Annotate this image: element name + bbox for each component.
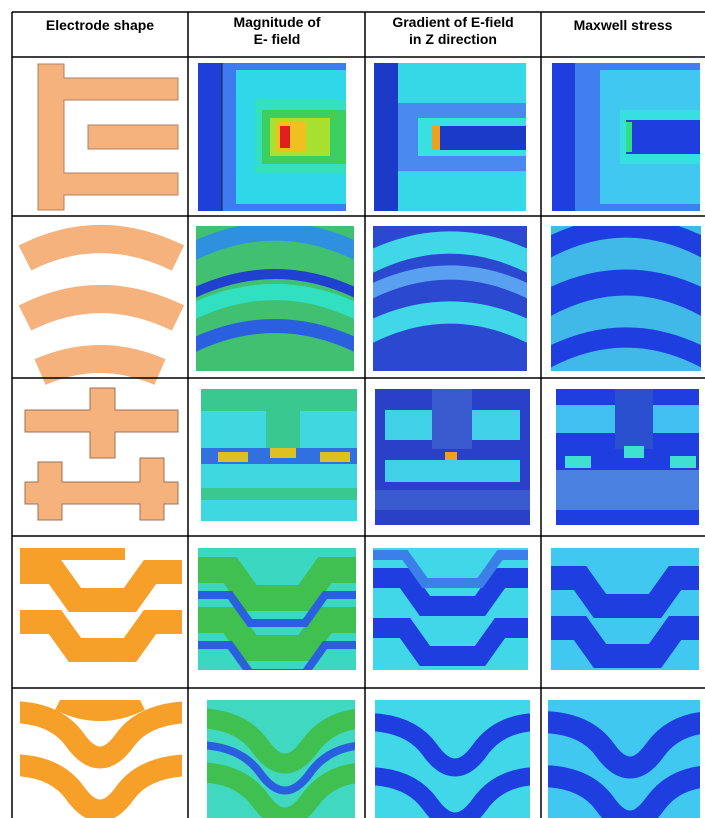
- header-row: Electrode shape Magnitude of E- field Gra…: [46, 14, 673, 47]
- electrode-arcs: [18, 225, 185, 385]
- field-map: [207, 700, 355, 818]
- field-map: [552, 63, 700, 211]
- field-map: [375, 700, 530, 818]
- field-map: [198, 63, 346, 211]
- header-text: Maxwell stress: [574, 17, 673, 33]
- field-map: [374, 63, 526, 211]
- field-map: [196, 226, 354, 371]
- header-cell: Electrode shape: [46, 17, 154, 33]
- header-cell: Gradient of E-field in Z direction: [392, 14, 513, 47]
- field-map: [548, 700, 700, 818]
- header-text: in Z direction: [409, 31, 497, 47]
- field-map: [556, 389, 699, 525]
- field-map: [551, 548, 699, 670]
- header-cell: Magnitude of E- field: [233, 14, 320, 47]
- table-grid: [11, 11, 705, 818]
- field-map: [373, 548, 528, 670]
- header-cell: Maxwell stress: [574, 17, 673, 33]
- header-text: E- field: [254, 31, 301, 47]
- electrode-zigzag: [20, 548, 182, 662]
- header-text: Gradient of E-field: [392, 14, 513, 30]
- header-text: Magnitude of: [233, 14, 320, 30]
- field-map: [201, 389, 357, 521]
- field-map: [375, 389, 530, 525]
- field-map: [198, 548, 356, 670]
- electrode-cross: [24, 387, 179, 521]
- header-text: Electrode shape: [46, 17, 154, 33]
- electrode-comb: [37, 63, 179, 211]
- field-map: [373, 226, 527, 371]
- field-map: [551, 226, 701, 371]
- electrode-wave: [20, 700, 182, 818]
